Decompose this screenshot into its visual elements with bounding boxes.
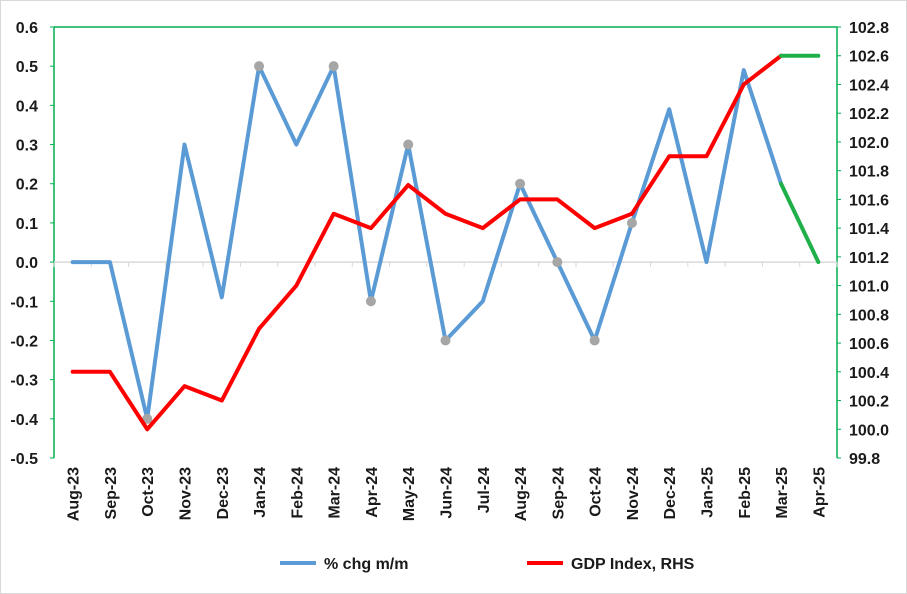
legend: % chg m/m GDP Index, RHS: [280, 556, 695, 573]
y-right-tick-label: 102.6: [849, 49, 889, 66]
y-right-tick-label: 99.8: [849, 451, 880, 468]
y-left-tick-label: -0.4: [10, 412, 38, 429]
x-tick-label: May-24: [401, 467, 418, 521]
x-tick-label: Oct-23: [140, 467, 157, 517]
data-point-marker: [365, 296, 376, 307]
series-gdp-index-line: [70, 53, 784, 432]
y-right-tick-label: 102.2: [849, 106, 889, 123]
series-layer: [70, 53, 821, 432]
y-right-tick-label: 100.2: [849, 394, 889, 411]
series-pct-chg-projection: [779, 181, 821, 265]
x-tick-label: Sep-24: [550, 467, 567, 520]
y-left-tick-label: 0.1: [16, 216, 38, 233]
y-left-tick-label: 0.0: [16, 255, 38, 272]
x-tick-label: Aug-23: [66, 467, 83, 521]
x-tick-label: Apr-24: [364, 467, 381, 518]
x-tick-label: Aug-24: [513, 467, 530, 521]
data-point-marker: [142, 413, 153, 424]
x-tick-label: Dec-23: [215, 467, 232, 520]
x-tick-label: Apr-25: [811, 467, 828, 518]
y-right-tick-label: 101.4: [849, 221, 889, 238]
legend-item-gdp-index: GDP Index, RHS: [527, 556, 695, 573]
y-left-tick-label: 0.4: [16, 98, 38, 115]
data-point-marker: [552, 257, 563, 268]
y-left-tick-label: 0.2: [16, 177, 38, 194]
x-tick-label: Jan-24: [252, 467, 269, 518]
y-right-tick-label: 100.0: [849, 422, 889, 439]
data-point-marker: [328, 61, 339, 72]
data-point-marker: [626, 217, 637, 228]
y-left-tick-label: 0.5: [16, 59, 38, 76]
x-tick-label: Jun-24: [439, 467, 456, 519]
x-tick-label: Oct-24: [588, 467, 605, 517]
x-tick-label: Nov-24: [625, 467, 642, 520]
y-left-tick-label: 0.3: [16, 138, 38, 155]
y-left-tick-label: 0.6: [16, 20, 38, 37]
y-left-tick-label: -0.5: [10, 451, 38, 468]
data-point-marker: [589, 335, 600, 346]
y-right-tick-label: 100.6: [849, 336, 889, 353]
x-tick-label: Feb-25: [737, 467, 754, 519]
x-tick-label: Jan-25: [700, 467, 717, 518]
y-left-tick-label: -0.1: [10, 294, 38, 311]
data-point-marker: [440, 335, 451, 346]
axes-layer: 0.6 0.5 0.4 0.3 0.2 0.1 0.0 -0.1 -0.2 -0.3 -0.4 -0.…: [10, 20, 889, 521]
data-point-marker: [403, 139, 414, 150]
x-tick-label: Nov-23: [178, 467, 195, 520]
x-tick-label: Jul-24: [476, 467, 493, 513]
x-tick-label: Mar-24: [327, 467, 344, 519]
data-point-marker: [515, 178, 526, 189]
x-tick-label: Sep-23: [103, 467, 120, 520]
y-right-tick-label: 102.8: [849, 20, 889, 37]
legend-label: GDP Index, RHS: [571, 556, 695, 573]
y-left-tick-label: -0.3: [10, 373, 38, 390]
y-right-tick-label: 101.2: [849, 250, 889, 267]
legend-label: % chg m/m: [324, 556, 408, 573]
x-tick-label: Dec-24: [662, 467, 679, 520]
x-tick-label: Feb-24: [289, 467, 306, 519]
y-right-tick-label: 101.0: [849, 279, 889, 296]
x-tick-label: Mar-25: [774, 467, 791, 519]
y-right-tick-label: 101.6: [849, 192, 889, 209]
data-point-marker: [254, 61, 265, 72]
y-right-tick-label: 102.0: [849, 135, 889, 152]
y-right-tick-label: 101.8: [849, 164, 889, 181]
series-pct-chg-line: [70, 64, 784, 421]
y-right-tick-label: 102.4: [849, 77, 889, 94]
y-right-tick-label: 100.8: [849, 307, 889, 324]
legend-item-pct-chg: % chg m/m: [280, 556, 408, 573]
y-right-tick-label: 100.4: [849, 365, 889, 382]
y-left-tick-label: -0.2: [10, 333, 38, 350]
